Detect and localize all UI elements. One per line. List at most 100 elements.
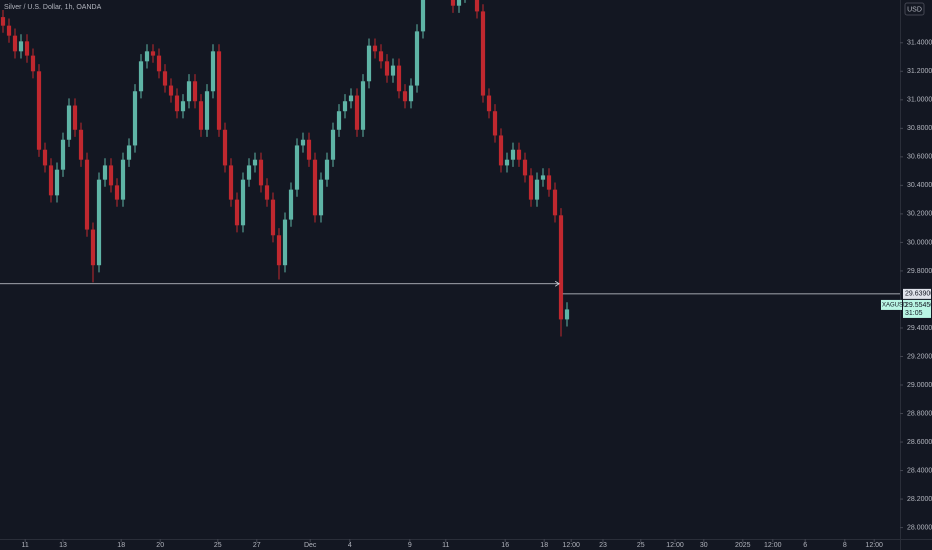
candle-body <box>252 159 258 166</box>
candle-body <box>168 85 174 96</box>
x-tick-label: Dec <box>304 542 317 549</box>
candle-body <box>210 51 216 92</box>
candle-body <box>534 179 540 200</box>
candle-body <box>546 175 552 190</box>
x-tick-label: 6 <box>803 542 807 549</box>
candle-body <box>516 149 522 160</box>
candle-body <box>60 139 66 170</box>
x-tick-label: 11 <box>22 542 29 549</box>
candle-body <box>552 189 558 216</box>
candle-body <box>378 51 384 62</box>
candle-body <box>564 309 570 320</box>
candle-body <box>348 95 354 102</box>
candle-body <box>324 159 330 180</box>
plot-area <box>0 0 570 337</box>
candle-body <box>414 31 420 86</box>
y-tick-label: 28.60000 <box>907 439 932 446</box>
candle-body <box>90 229 96 266</box>
candle-body <box>408 85 414 102</box>
chart-title: Silver / U.S. Dollar, 1h, OANDA <box>4 4 102 11</box>
candle-body <box>318 179 324 216</box>
candle-body <box>498 135 504 166</box>
candle-body <box>372 45 378 52</box>
y-tick-label: 31.40000 <box>907 40 932 47</box>
y-tick-label: 29.20000 <box>907 353 932 360</box>
candle-body <box>342 101 348 112</box>
y-tick-label: 28.40000 <box>907 467 932 474</box>
candle-body <box>522 159 528 176</box>
price-line-label: 29.63900 <box>905 291 932 298</box>
candle-body <box>102 165 108 180</box>
candle-body <box>6 25 12 36</box>
candle-body <box>306 139 312 160</box>
candle-body <box>396 65 402 92</box>
last-price-bg <box>903 299 931 318</box>
candle-body <box>78 129 84 160</box>
x-tick-label: 27 <box>253 542 261 549</box>
x-tick-label: 13 <box>59 542 67 549</box>
y-tick-label: 28.80000 <box>907 410 932 417</box>
y-tick-label: 31.00000 <box>907 97 932 104</box>
candle-body <box>504 159 510 166</box>
candle-body <box>450 0 456 6</box>
candle-body <box>186 81 192 102</box>
candle-body <box>510 149 516 160</box>
candle-body <box>420 0 426 32</box>
candle-body <box>336 111 342 130</box>
x-tick-label: 12:00 <box>764 542 782 549</box>
candle-body <box>390 65 396 76</box>
ray-arrow <box>554 280 560 287</box>
candle-body <box>162 71 168 86</box>
x-tick-label: 25 <box>637 542 645 549</box>
candle-body <box>240 179 246 226</box>
candle-body <box>276 235 282 266</box>
candle-body <box>18 41 24 52</box>
candle-body <box>360 81 366 130</box>
candle-body <box>282 219 288 266</box>
y-tick-label: 29.80000 <box>907 268 932 275</box>
candle-body <box>222 129 228 166</box>
candle-body <box>108 165 114 186</box>
candle-body <box>540 175 546 180</box>
y-tick-label: 30.20000 <box>907 211 932 218</box>
x-tick-label: 23 <box>599 542 607 549</box>
y-tick-label: 30.60000 <box>907 154 932 161</box>
x-tick-label: 18 <box>117 542 125 549</box>
candle-body <box>0 17 6 26</box>
candle-body <box>42 149 48 166</box>
candle-body <box>24 41 30 56</box>
candle-body <box>144 51 150 62</box>
candle-body <box>72 105 78 130</box>
candle-body <box>270 199 276 236</box>
x-tick-label: 18 <box>540 542 548 549</box>
candle-body <box>84 159 90 230</box>
y-tick-label: 31.20000 <box>907 68 932 75</box>
candle-body <box>30 55 36 72</box>
x-tick-label: 11 <box>442 542 449 549</box>
x-tick-label: 12:00 <box>666 542 684 549</box>
y-tick-label: 28.20000 <box>907 496 932 503</box>
candle-body <box>384 61 390 76</box>
symbol-label: XAGUSD <box>882 303 908 309</box>
y-tick-label: 29.00000 <box>907 382 932 389</box>
x-tick-label: 2025 <box>735 542 751 549</box>
candle-body <box>528 175 534 200</box>
candle-body <box>132 91 138 146</box>
symbol-bg <box>881 299 902 310</box>
candle-body <box>228 165 234 200</box>
candle-body <box>156 55 162 72</box>
candle-body <box>486 95 492 112</box>
currency-box[interactable] <box>904 2 925 16</box>
candle-body <box>54 169 60 196</box>
candle-body <box>492 111 498 136</box>
x-tick-label: 30 <box>700 542 708 549</box>
candle-body <box>294 145 300 190</box>
y-tick-label: 30.80000 <box>907 125 932 132</box>
candle-body <box>138 61 144 92</box>
x-tick-label: 4 <box>348 542 352 549</box>
candle-body <box>36 71 42 150</box>
last-price-countdown: 31:05 <box>905 310 923 317</box>
currency[interactable]: USD <box>907 6 922 13</box>
candle-body <box>402 91 408 102</box>
